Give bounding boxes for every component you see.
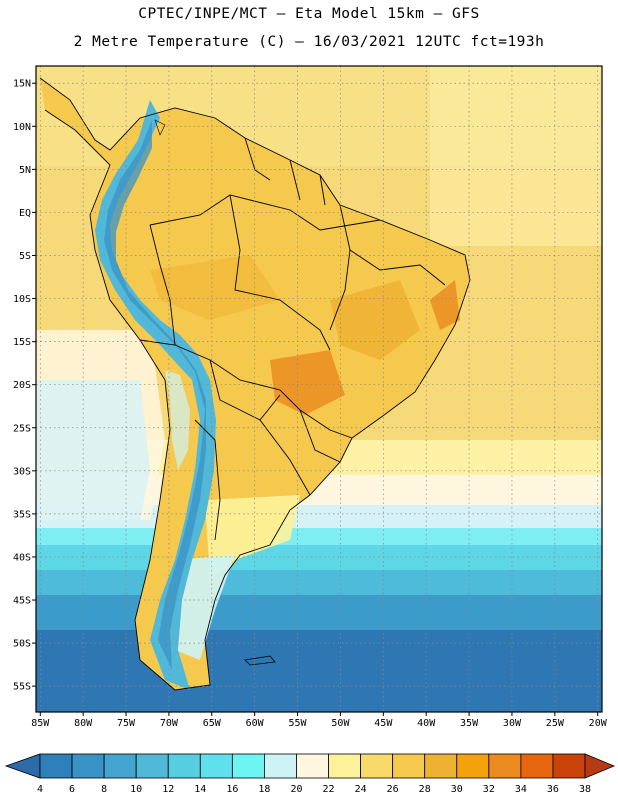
lat-label: 55S bbox=[13, 682, 31, 693]
colorbar-swatch bbox=[328, 753, 361, 779]
colorbar-swatch bbox=[231, 753, 265, 779]
lat-label: 15N bbox=[13, 79, 31, 90]
lon-label: 30W bbox=[503, 718, 522, 729]
colorbar-swatch bbox=[488, 753, 522, 779]
colorbar-label: 38 bbox=[579, 784, 591, 795]
colorbar-label: 28 bbox=[419, 784, 431, 795]
lon-label: 65W bbox=[203, 718, 222, 729]
colorbar-right-arrow bbox=[584, 753, 616, 779]
map-title-line2: 2 Metre Temperature (C) – 16/03/2021 12U… bbox=[73, 34, 545, 50]
lat-label: 45S bbox=[13, 596, 31, 607]
colorbar-label: 8 bbox=[101, 784, 107, 795]
colorbar-swatch bbox=[296, 753, 329, 779]
colorbar-label: 20 bbox=[290, 784, 302, 795]
lon-label: 70W bbox=[160, 718, 179, 729]
lat-label: 50S bbox=[13, 639, 31, 650]
lon-label: 75W bbox=[117, 718, 136, 729]
colorbar-label: 4 bbox=[37, 784, 43, 795]
lon-label: 20W bbox=[589, 718, 608, 729]
lon-label: 50W bbox=[331, 718, 350, 729]
lat-label: 15S bbox=[13, 337, 31, 348]
lat-label: 40S bbox=[13, 552, 31, 563]
band-10 bbox=[36, 595, 602, 635]
colorbar-label: 26 bbox=[387, 784, 399, 795]
colorbar-label: 14 bbox=[194, 784, 206, 795]
colorbar-label: 24 bbox=[355, 784, 367, 795]
graticule bbox=[32, 66, 602, 716]
map-title-line1: CPTEC/INPE/MCT – Eta Model 15km – GFS bbox=[138, 6, 480, 22]
lon-label: 80W bbox=[74, 718, 93, 729]
colorbar-swatch bbox=[520, 753, 554, 779]
lat-label: 10S bbox=[13, 294, 31, 305]
map-field bbox=[36, 66, 602, 712]
colorbar-swatch bbox=[456, 753, 490, 779]
lon-label: 35W bbox=[460, 718, 479, 729]
colorbar-swatch bbox=[199, 753, 233, 779]
colorbar-label: 30 bbox=[451, 784, 463, 795]
temperature-colorbar bbox=[4, 753, 616, 779]
colorbar-label: 18 bbox=[258, 784, 270, 795]
lon-label: 25W bbox=[546, 718, 565, 729]
colorbar-swatch bbox=[135, 753, 169, 779]
lat-label: 10N bbox=[13, 122, 31, 133]
longitude-labels: 85W 80W 75W 70W 65W 60W 55W 50W 45W 40W 35W 30W 25W 2… bbox=[31, 718, 607, 729]
lat-label: 35S bbox=[13, 509, 31, 520]
colorbar-swatch bbox=[392, 753, 426, 779]
colorbar-swatch bbox=[39, 753, 73, 779]
lat-label: 5S bbox=[19, 251, 31, 262]
colorbar-label: 34 bbox=[515, 784, 527, 795]
colorbar-swatch bbox=[167, 753, 201, 779]
lat-label: 30S bbox=[13, 466, 31, 477]
lat-label: 5N bbox=[19, 165, 31, 176]
lat-label: EQ bbox=[19, 208, 31, 219]
colorbar-label: 12 bbox=[162, 784, 174, 795]
colorbar-swatch bbox=[71, 753, 105, 779]
colorbar-swatch bbox=[552, 753, 586, 779]
lat-label: 20S bbox=[13, 380, 31, 391]
lat-label: 25S bbox=[13, 423, 31, 434]
colorbar-label: 6 bbox=[69, 784, 75, 795]
lon-label: 60W bbox=[246, 718, 265, 729]
colorbar-swatch bbox=[103, 753, 137, 779]
colorbar-labels: 4 6 8 10 12 14 16 18 20 22 24 26 28 30 32 34 36 38 bbox=[37, 784, 591, 795]
colorbar-swatch bbox=[360, 753, 394, 779]
lon-label: 55W bbox=[289, 718, 308, 729]
band-6 bbox=[36, 630, 602, 712]
colorbar-left-arrow bbox=[4, 753, 41, 779]
lon-label: 40W bbox=[417, 718, 436, 729]
colorbar-label: 36 bbox=[547, 784, 559, 795]
colorbar-swatch bbox=[264, 753, 297, 779]
lon-label: 45W bbox=[374, 718, 393, 729]
colorbar-label: 32 bbox=[483, 784, 495, 795]
colorbar-label: 16 bbox=[226, 784, 238, 795]
latitude-labels: 15N 10N 5N EQ 5S 10S 15S 20S 25S 30S 35S 40S 45S 50S 5… bbox=[13, 79, 31, 693]
colorbar-swatch bbox=[424, 753, 458, 779]
map-frame bbox=[35, 65, 603, 713]
colorbar-label: 22 bbox=[323, 784, 335, 795]
lon-label: 85W bbox=[31, 718, 50, 729]
colorbar-label: 10 bbox=[130, 784, 142, 795]
